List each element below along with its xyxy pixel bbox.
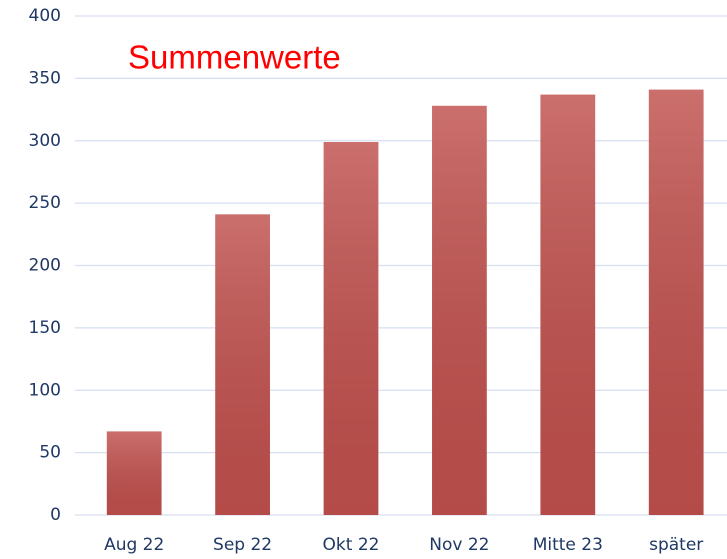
bar [540,94,596,515]
y-tick-label: 100 [29,380,61,400]
x-tick-label: Nov 22 [429,535,489,555]
y-tick-label: 250 [29,193,61,213]
y-tick-label: 50 [39,443,61,463]
bar [648,89,704,515]
x-tick-label: Sep 22 [213,535,272,555]
y-tick-label: 350 [29,68,61,88]
bar [215,214,270,516]
bar [323,141,379,515]
y-tick-label: 200 [29,256,61,276]
grid [75,15,727,516]
y-tick-label: 0 [50,505,61,525]
y-tick-label: 300 [29,131,61,151]
bar [106,431,162,515]
bars [106,89,704,516]
chart-title: Summenwerte [128,39,341,76]
x-tick-label: später [649,535,703,555]
bar [432,105,487,515]
x-tick-label: Mitte 23 [533,535,603,555]
x-tick-label: Okt 22 [323,535,380,555]
x-tick-label: Aug 22 [104,535,164,555]
y-tick-label: 150 [29,318,61,338]
y-tick-label: 400 [29,6,61,26]
